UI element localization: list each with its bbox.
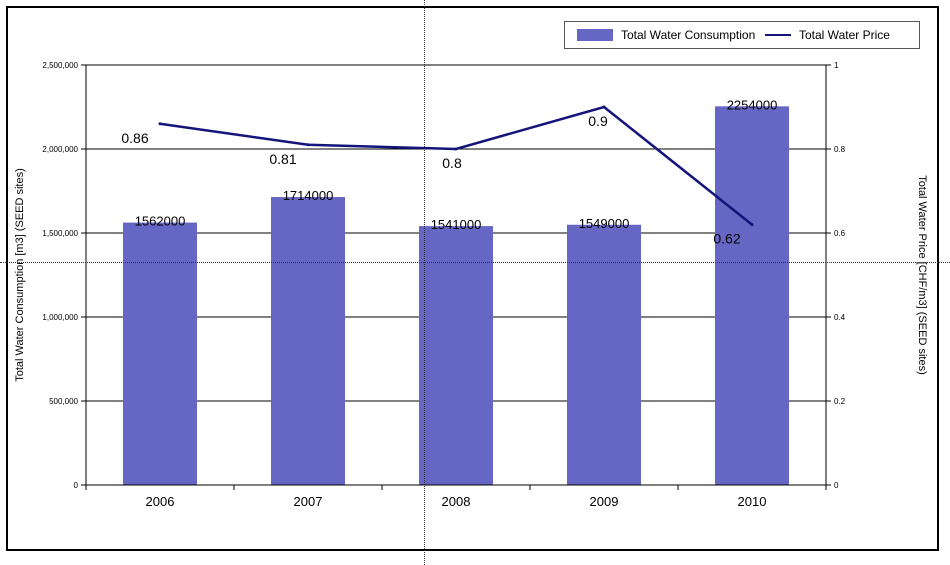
legend-bar-swatch <box>577 29 613 41</box>
line-data-label: 0.86 <box>121 130 148 146</box>
bar-data-label: 1714000 <box>283 188 334 203</box>
legend-item-consumption: Total Water Consumption <box>577 28 755 42</box>
bar-data-label: 1541000 <box>431 217 482 232</box>
y-tick-label: 500,000 <box>49 397 78 406</box>
y2-tick-label: 0.4 <box>834 313 846 322</box>
price-point <box>158 122 162 126</box>
line-data-label: 0.62 <box>713 231 740 247</box>
x-tick-label: 2006 <box>146 494 175 509</box>
price-point <box>602 105 606 109</box>
bar-data-label: 2254000 <box>727 97 778 112</box>
price-point <box>454 147 458 151</box>
price-point <box>306 143 310 147</box>
bar-data-label: 1562000 <box>135 214 186 229</box>
chart-frame <box>6 6 939 551</box>
y2-tick-label: 0.2 <box>834 397 846 406</box>
line-data-label: 0.81 <box>269 151 296 167</box>
y2-tick-label: 1 <box>834 61 839 70</box>
y2-axis-title: Total Water Price [CHF/m3] (SEED sites) <box>916 175 928 374</box>
x-tick-label: 2009 <box>590 494 619 509</box>
bar <box>419 226 493 485</box>
legend-label-price: Total Water Price <box>799 28 890 42</box>
price-point <box>750 223 754 227</box>
bar-data-label: 1549000 <box>579 216 630 231</box>
y-tick-label: 1,000,000 <box>42 313 78 322</box>
y2-tick-label: 0.6 <box>834 229 846 238</box>
y-tick-label: 2,500,000 <box>42 61 78 70</box>
bar <box>271 197 345 485</box>
legend-label-consumption: Total Water Consumption <box>621 28 756 42</box>
x-tick-label: 2008 <box>442 494 471 509</box>
crosshair-horizontal-guide <box>0 262 950 263</box>
legend-line-swatch <box>765 34 791 36</box>
y2-tick-label: 0.8 <box>834 145 846 154</box>
x-tick-label: 2007 <box>294 494 323 509</box>
bar <box>567 224 641 485</box>
y-axis-title: Total Water Consumption [m3] (SEED sites… <box>14 168 26 382</box>
crosshair-vertical-guide <box>424 0 425 565</box>
y-tick-label: 0 <box>74 481 79 490</box>
y-tick-label: 2,000,000 <box>42 145 78 154</box>
bar <box>123 222 197 486</box>
line-data-label: 0.9 <box>588 113 608 129</box>
y2-tick-label: 0 <box>834 481 839 490</box>
y-tick-label: 1,500,000 <box>42 229 78 238</box>
legend: Total Water Consumption Total Water Pric… <box>564 21 920 49</box>
line-data-label: 0.8 <box>442 155 462 171</box>
x-tick-label: 2010 <box>738 494 767 509</box>
bar <box>715 106 789 485</box>
legend-item-price: Total Water Price <box>765 28 890 42</box>
